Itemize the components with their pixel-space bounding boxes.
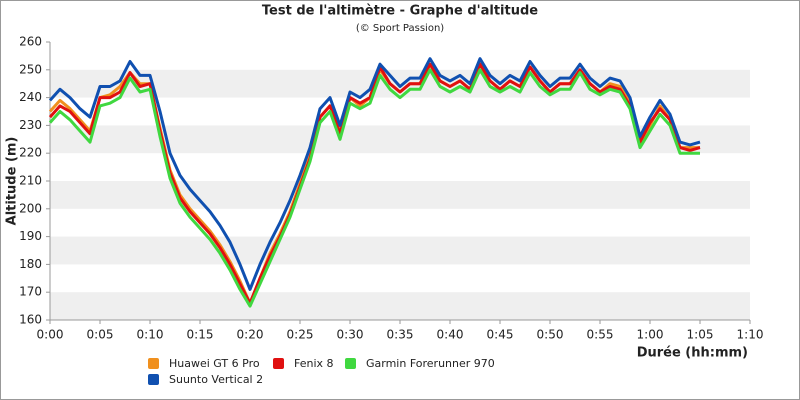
y-tick-label: 170 (19, 285, 42, 299)
x-tick-label: 0:35 (387, 328, 414, 342)
x-tick-label: 0:20 (237, 328, 264, 342)
x-tick-label: 0:00 (37, 328, 64, 342)
x-tick-label: 1:00 (637, 328, 664, 342)
x-tick-label: 1:10 (737, 328, 764, 342)
y-tick-label: 190 (19, 229, 42, 243)
x-tick-label: 0:10 (137, 328, 164, 342)
legend-label: Fenix 8 (294, 357, 334, 370)
grid-band (50, 236, 750, 265)
y-tick-label: 180 (19, 257, 42, 271)
x-tick-label: 1:05 (687, 328, 714, 342)
chart-title: Test de l'altimètre - Graphe d'altitude (262, 4, 538, 19)
x-axis-label: Durée (hh:mm) (637, 346, 748, 361)
y-tick-label: 260 (19, 35, 42, 49)
y-tick-label: 220 (19, 146, 42, 160)
legend-label: Huawei GT 6 Pro (169, 357, 260, 370)
x-tick-label: 0:30 (337, 328, 364, 342)
x-tick-label: 0:15 (187, 328, 214, 342)
y-tick-label: 160 (19, 313, 42, 327)
y-tick-label: 200 (19, 201, 42, 215)
x-tick-label: 0:45 (487, 328, 514, 342)
grid-band (50, 181, 750, 209)
x-tick-label: 0:05 (87, 328, 114, 342)
series-line (48, 57, 701, 291)
legend-swatch (148, 374, 159, 385)
x-tick-label: 0:55 (587, 328, 614, 342)
series-line (48, 68, 700, 308)
legend-swatch (273, 358, 284, 369)
y-axis-label: Altitude (m) (5, 137, 20, 226)
legend-swatch (148, 358, 159, 369)
grid-band (50, 292, 750, 320)
y-tick-label: 250 (19, 62, 42, 76)
y-tick-label: 210 (19, 174, 42, 188)
x-tick-label: 0:25 (287, 328, 314, 342)
chart-subtitle: (© Sport Passion) (356, 23, 444, 34)
legend-label: Suunto Vertical 2 (169, 373, 263, 386)
y-tick-label: 240 (19, 90, 42, 104)
legend-label: Garmin Forerunner 970 (366, 357, 495, 370)
legend-swatch (345, 358, 356, 369)
y-tick-label: 230 (19, 118, 42, 132)
x-tick-label: 0:50 (537, 328, 564, 342)
x-tick-label: 0:40 (437, 328, 464, 342)
